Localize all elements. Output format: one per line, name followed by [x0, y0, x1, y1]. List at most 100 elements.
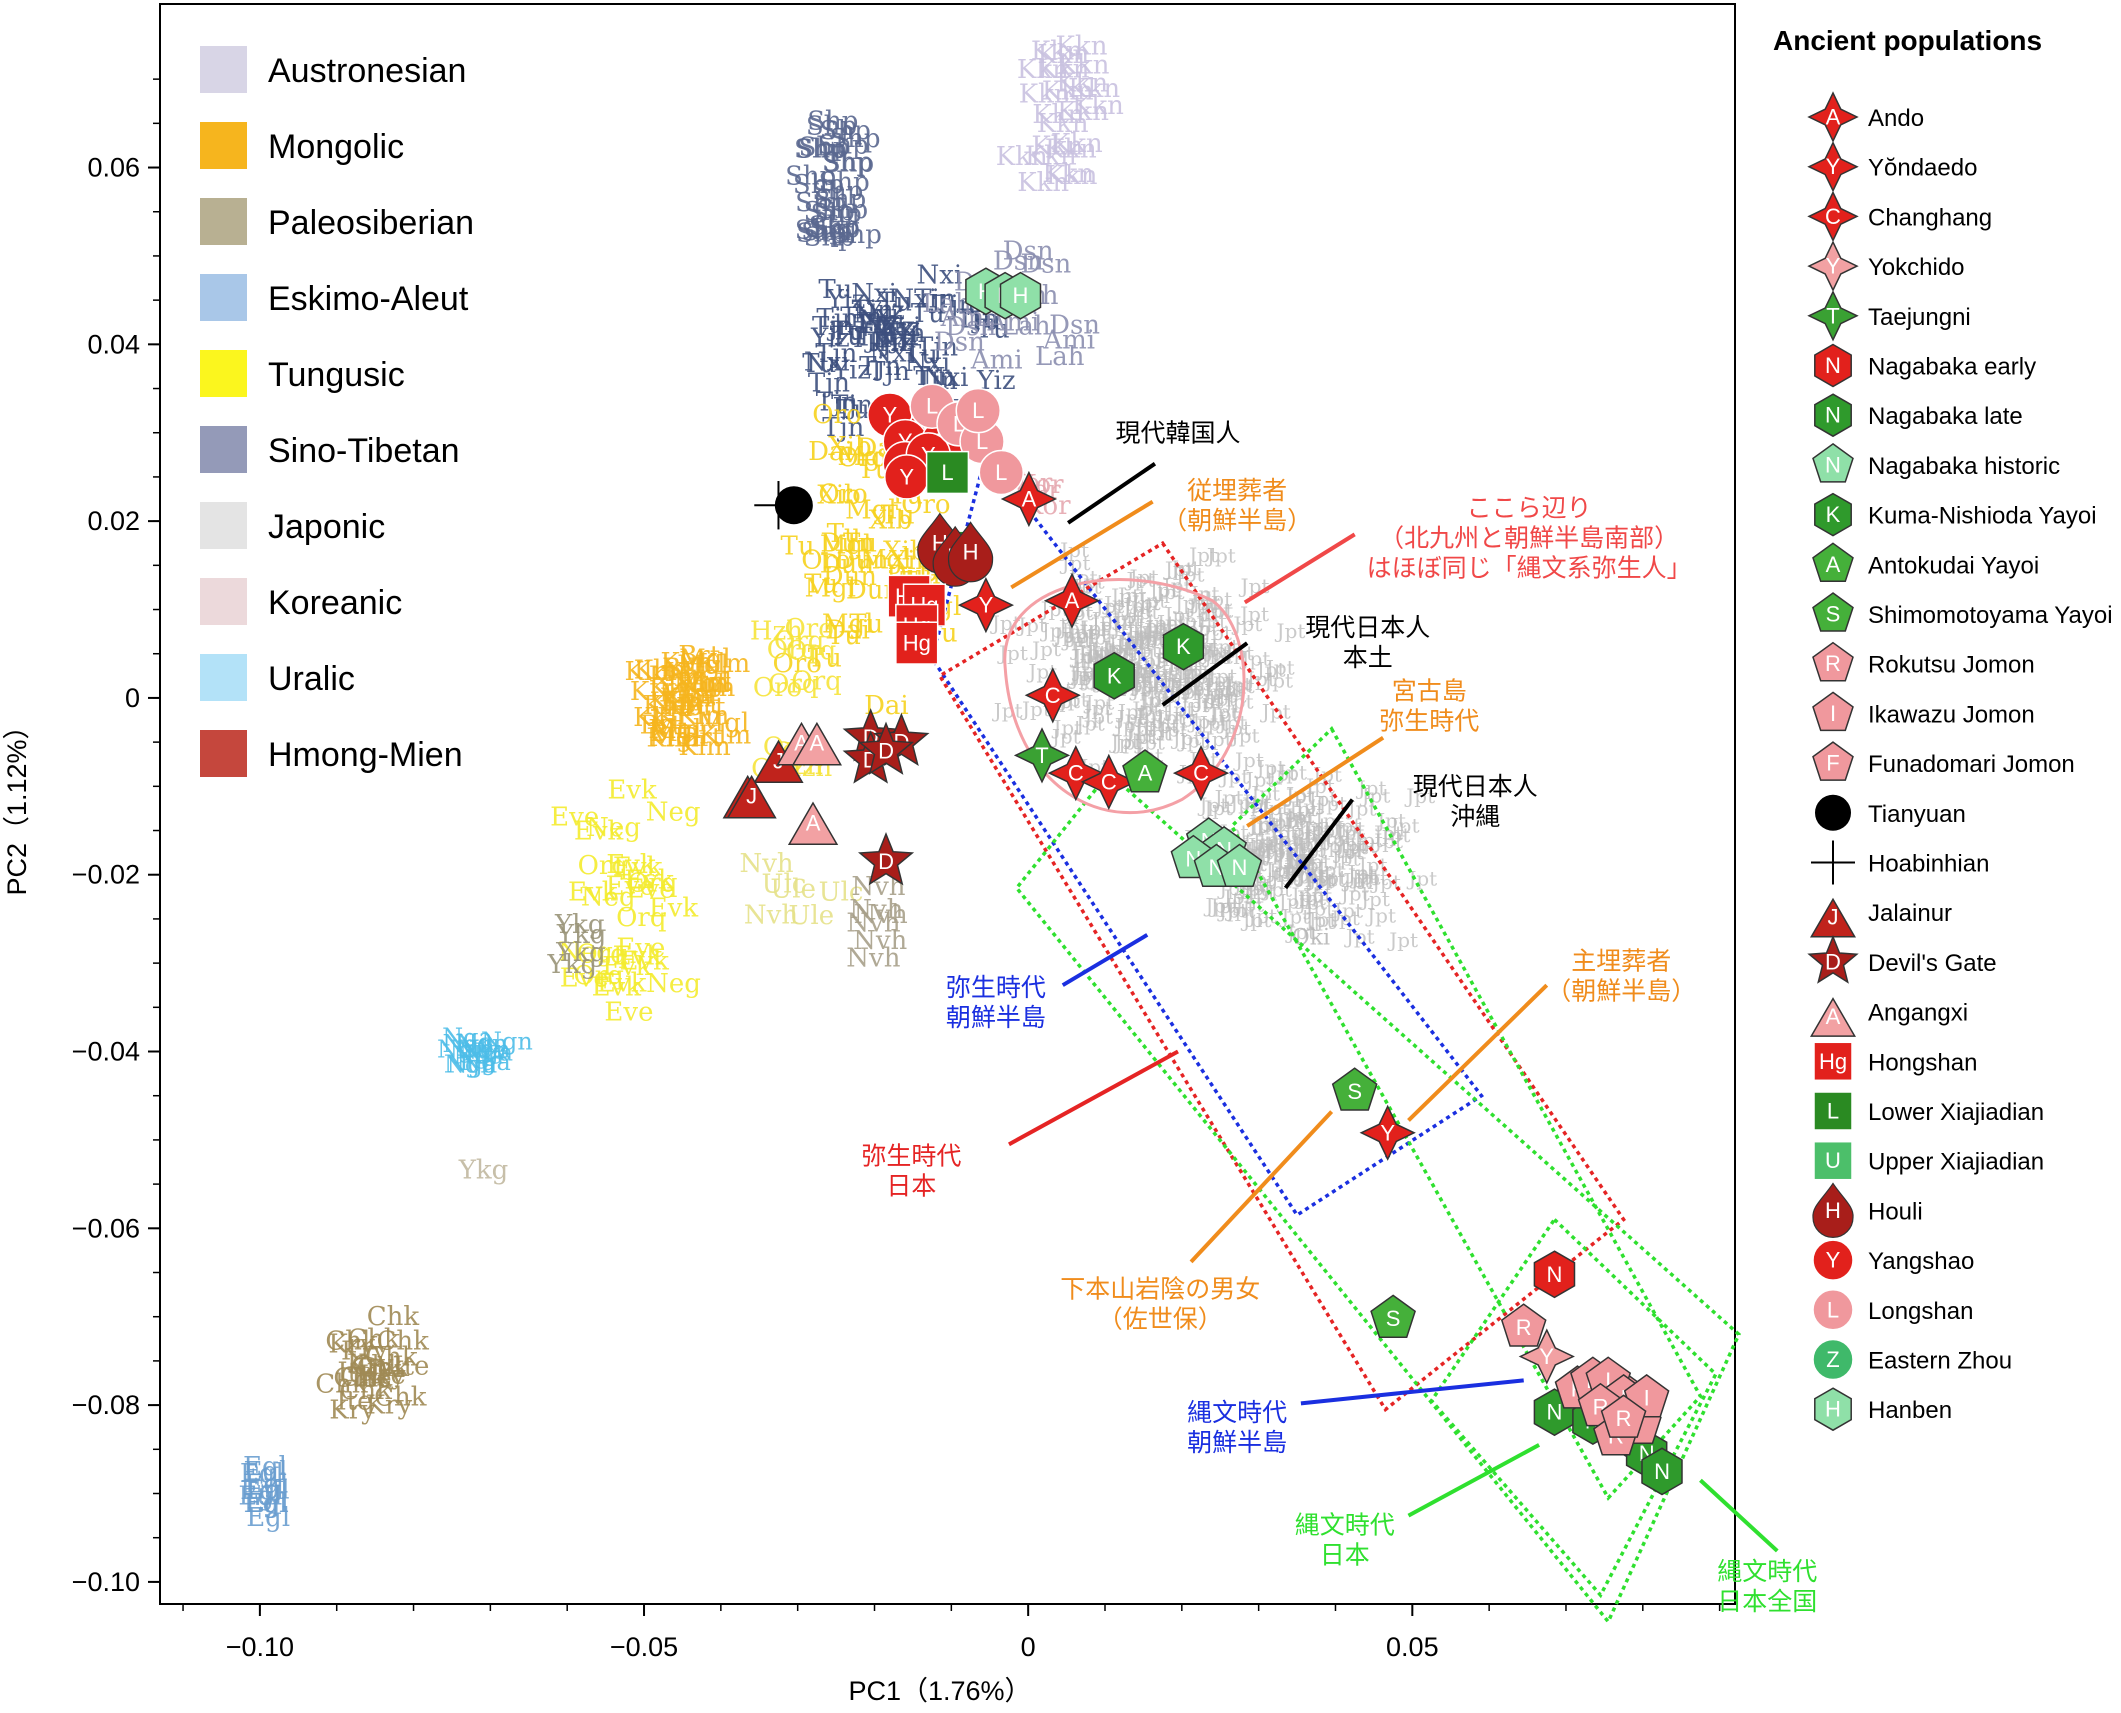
gray-cloud-mark: Jpt [1277, 889, 1308, 913]
modern-sample-label: Yiz [810, 323, 850, 353]
ancient-legend-label: Lower Xiajiadian [1868, 1099, 2044, 1126]
modern-sample-label: Egl [240, 1459, 284, 1489]
modern-sample-label: Shp [818, 130, 869, 160]
marker-letter: J [746, 784, 757, 809]
gray-cloud-mark: Jpt [1135, 614, 1166, 638]
marker-letter: N [1825, 353, 1841, 378]
modern-sample-label: Chk [347, 1325, 400, 1355]
modern-sample-label: Chk [365, 1343, 418, 1373]
legend-label: Eskimo-Aleut [268, 280, 469, 318]
annotation-text: 朝鮮半島 [1187, 1428, 1287, 1457]
marker-letter: A [1022, 487, 1037, 512]
modern-sample-label: Eve [560, 963, 609, 993]
gray-cloud-mark: Jpt [1130, 591, 1161, 615]
gray-cloud-mark: Jpt [1233, 748, 1264, 772]
y-tick-label: −0.08 [72, 1390, 140, 1420]
annotation-text: 現代日本人 [1413, 772, 1538, 801]
y-tick-label: −0.02 [72, 860, 140, 890]
modern-sample-label: Brt [649, 718, 692, 748]
gray-cloud-mark: Jpt [1116, 583, 1147, 607]
modern-sample-label: Tu [808, 643, 842, 673]
modern-sample-label: Shp [796, 135, 847, 165]
annotation-text: 沖縄 [1450, 802, 1500, 831]
marker-shape [895, 621, 939, 665]
modern-sample-label: Kkn [1031, 131, 1083, 161]
modern-sample-label: Tjn [855, 323, 897, 353]
gray-cloud-mark: Jpt [1078, 616, 1109, 640]
ancient-legend-label: Hoabinhian [1868, 851, 1989, 878]
annotation-line [1283, 798, 1354, 890]
marker-letter: Y [1826, 1248, 1841, 1273]
modern-sample-label: Ule [770, 874, 816, 904]
modern-sample-label: Kl [657, 703, 685, 733]
modern-sample-label: Ulc [819, 877, 864, 907]
gray-cloud-mark: Jpt [1224, 674, 1255, 698]
gray-cloud-mark: Jpt [1262, 842, 1293, 866]
modern-sample-label: Neg [586, 813, 641, 843]
modern-sample-label: Kkn [1057, 97, 1109, 127]
modern-sample-label: Ulc [762, 870, 807, 900]
ancient-legend-marker [1811, 840, 1855, 885]
marker-shape [1812, 641, 1854, 682]
marker-letter: A [1065, 588, 1080, 613]
modern-sample-label: Kry [328, 1330, 375, 1360]
annotation-text: （佐世保） [1098, 1304, 1223, 1333]
ancient-legend-marker: L [1812, 1289, 1854, 1331]
ancient-point: S [1370, 1294, 1416, 1338]
marker-letter: C [1068, 761, 1084, 786]
marker-shape [1080, 753, 1137, 811]
modern-sample-label: Klm [624, 657, 676, 687]
modern-sample-label: Mgl [649, 723, 701, 753]
gray-cloud-mark: Jpt [1251, 829, 1282, 853]
gray-cloud-mark: Jpt [1169, 556, 1200, 580]
modern-sample-label: Tu [827, 621, 861, 651]
gray-cloud-mark: Jpt [1301, 817, 1332, 841]
modern-sample-label: Chk [376, 1327, 429, 1357]
annotation-text: はほぼ同じ「縄文系弥生人」 [1367, 554, 1692, 583]
modern-sample-label: Klm [660, 648, 712, 678]
gray-cloud-mark: Jpt [1121, 594, 1152, 618]
modern-sample-label: Neg [581, 883, 636, 913]
marker-letter: H [1825, 1397, 1841, 1422]
modern-sample-label: Shp [820, 116, 871, 146]
gray-cloud-mark: Jpt [1346, 864, 1377, 888]
ancient-point: R [1600, 1394, 1647, 1438]
modern-sample-label: Tu [904, 340, 938, 370]
gray-cloud-mark: Jpt [1081, 696, 1112, 720]
modern-sample-label: Evk [597, 969, 647, 999]
modern-sample-label: Tu [780, 531, 814, 561]
modern-sample-label: Ngn [481, 1028, 533, 1056]
modern-sample-label: Evk [607, 776, 657, 806]
modern-sample-label: Shp [807, 106, 858, 136]
jomon-korea-green [1429, 1216, 1718, 1599]
annotation-line [1061, 933, 1149, 987]
modern-sample-label: Kry [341, 1337, 388, 1367]
ancient-legend-marker: Hg [1813, 1041, 1853, 1082]
ancient-legend-marker: N [1814, 343, 1852, 388]
modern-sample-label: Dun [823, 562, 878, 592]
marker-letter: Hg [903, 631, 931, 656]
gray-cloud-mark: Jpt [1276, 834, 1307, 858]
modern-sample-label: Shp [815, 184, 866, 214]
marker-shape [726, 774, 777, 819]
modern-sample-label: Nga [442, 1023, 493, 1051]
modern-sample-label: Dun [834, 546, 889, 576]
ancient-legend-marker: Y [1812, 1239, 1854, 1281]
modern-sample-label: Klm [698, 649, 750, 679]
marker-shape [1000, 470, 1058, 528]
gray-cloud-mark: Jpt [1334, 821, 1365, 845]
modern-sample-label: Kkn [1031, 36, 1083, 66]
ancient-legend-label: Taejungni [1868, 304, 1971, 331]
marker-shape [1122, 749, 1168, 793]
modern-sample-label: Ykg [554, 910, 605, 940]
ancient-legend-marker: S [1812, 592, 1854, 632]
gray-cloud-mark: Jpt [1115, 706, 1146, 730]
modern-sample-label: Ite [336, 1387, 372, 1417]
modern-sample-label: Kkn [1019, 79, 1071, 109]
modern-sample-label: Shp [808, 212, 859, 242]
modern-sample-label: Ite [370, 1360, 406, 1390]
modern-sample-label: Oro [801, 545, 850, 575]
modern-sample-label: Eve [606, 871, 655, 901]
gray-cloud-mark: Jpt [1283, 804, 1314, 828]
